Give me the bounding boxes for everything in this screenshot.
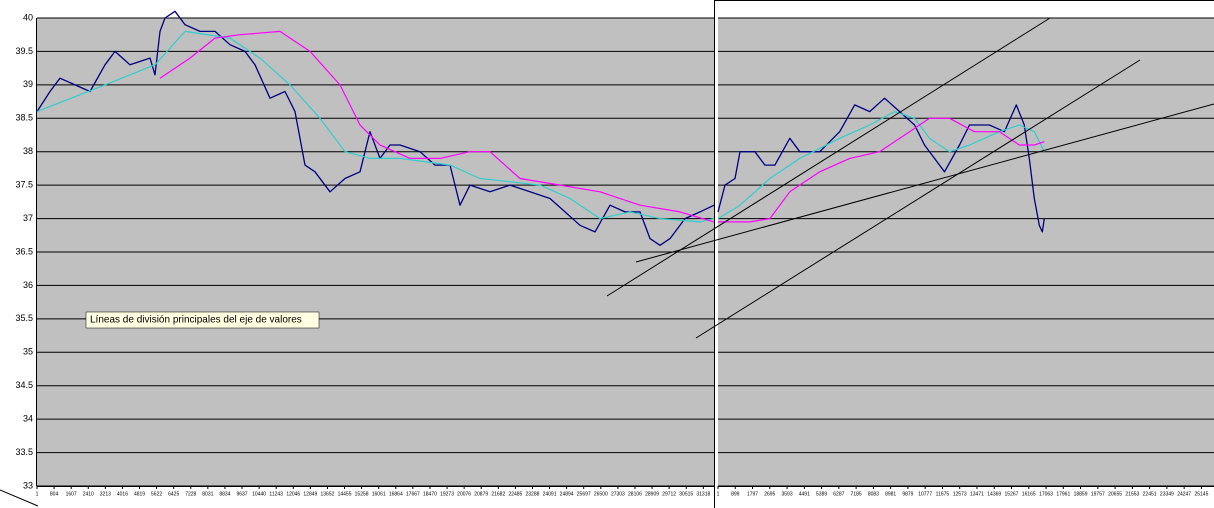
x-tick-label: 23349 xyxy=(1160,491,1174,497)
x-tick-label: 8981 xyxy=(885,491,896,497)
x-tick-label: 29712 xyxy=(662,491,676,497)
x-tick-label: 28106 xyxy=(628,491,642,497)
x-tick-label: 17063 xyxy=(1039,491,1053,497)
x-tick-label: 7185 xyxy=(851,491,862,497)
x-tick-label: 23288 xyxy=(526,491,540,497)
x-tick-label: 8083 xyxy=(868,491,879,497)
x-tick-label: 804 xyxy=(50,491,59,497)
x-tick-label: 4819 xyxy=(134,491,145,497)
x-tick-label: 16061 xyxy=(372,491,386,497)
x-tick-label: 20076 xyxy=(457,491,471,497)
y-tick-label: 36.5 xyxy=(15,246,33,256)
x-tick-label: 1797 xyxy=(747,491,758,497)
x-tick-label: 8031 xyxy=(202,491,213,497)
series-line xyxy=(36,30,715,223)
x-tick-label: 30515 xyxy=(679,491,693,497)
x-tick-label: 24091 xyxy=(543,491,557,497)
x-tick-label: 22485 xyxy=(508,491,522,497)
x-tick-label: 18859 xyxy=(1074,491,1088,497)
y-tick-label: 37 xyxy=(23,213,33,223)
x-tick-label: 2410 xyxy=(83,491,94,497)
trendline xyxy=(695,59,1141,339)
y-tick-label: 38.5 xyxy=(15,113,33,123)
chart-border xyxy=(0,489,39,507)
series-line xyxy=(717,111,1045,220)
x-tick-label: 3213 xyxy=(100,491,111,497)
x-tick-label: 28909 xyxy=(645,491,659,497)
x-tick-label: 21682 xyxy=(491,491,505,497)
x-tick-label: 20655 xyxy=(1108,491,1122,497)
x-tick-label: 26500 xyxy=(594,491,608,497)
x-tick-label: 12573 xyxy=(953,491,967,497)
y-tick-label: 35 xyxy=(23,347,33,357)
x-tick-label: 31318 xyxy=(696,491,710,497)
x-tick-label: 16165 xyxy=(1022,491,1036,497)
x-tick-label: 13471 xyxy=(970,491,984,497)
series-line xyxy=(717,97,1045,233)
x-tick-label: 899 xyxy=(731,491,740,497)
x-tick-label: 6287 xyxy=(833,491,844,497)
x-tick-label: 24247 xyxy=(1177,491,1191,497)
y-tick-label: 34.5 xyxy=(15,380,33,390)
x-tick-label: 19757 xyxy=(1091,491,1105,497)
x-tick-label: 10440 xyxy=(252,491,266,497)
y-tick-label: 37.5 xyxy=(15,180,33,190)
x-tick-label: 15267 xyxy=(1005,491,1019,497)
tooltip-box xyxy=(85,311,320,329)
x-tick-label: 11675 xyxy=(936,491,950,497)
x-tick-label: 9637 xyxy=(236,491,247,497)
x-tick-label: 1 xyxy=(36,491,39,497)
x-tick-label: 1 xyxy=(717,491,720,497)
x-tick-label: 15258 xyxy=(355,491,369,497)
tooltip: Líneas de división principales del eje d… xyxy=(90,315,302,326)
x-tick-label: 24894 xyxy=(560,491,574,497)
labels: 33 33.5 34 34.5 35 35.5 36 36.5 37 37.5 38 38.5 39 39… xyxy=(15,12,1208,497)
x-tick-label: 21553 xyxy=(1125,491,1139,497)
trendlines xyxy=(606,17,1214,339)
x-tick-label: 12849 xyxy=(303,491,317,497)
series-line xyxy=(718,117,1045,223)
x-tick-label: 5389 xyxy=(816,491,827,497)
y-tick-label: 33 xyxy=(23,480,33,490)
y-tick-label: 39 xyxy=(23,79,33,89)
x-tick-label: 20879 xyxy=(474,491,488,497)
x-tick-label: 11243 xyxy=(269,491,283,497)
x-tick-label: 18470 xyxy=(423,491,437,497)
x-tick-label: 2695 xyxy=(764,491,775,497)
x-tick-label: 16864 xyxy=(389,491,403,497)
x-tick-label: 14369 xyxy=(987,491,1001,497)
x-tick-label: 9879 xyxy=(902,491,913,497)
grid xyxy=(36,17,1214,489)
x-tick-label: 19273 xyxy=(440,491,454,497)
x-tick-label: 25697 xyxy=(577,491,591,497)
x-tick-label: 12046 xyxy=(286,491,300,497)
x-tick-label: 14455 xyxy=(338,491,352,497)
series xyxy=(36,10,1045,246)
x-tick-label: 7228 xyxy=(185,491,196,497)
x-tick-label: 1607 xyxy=(66,491,77,497)
series-line xyxy=(159,30,715,223)
x-tick-label: 17961 xyxy=(1056,491,1070,497)
y-tick-label: 36 xyxy=(23,280,33,290)
x-tick-label: 5622 xyxy=(151,491,162,497)
x-tick-label: 13652 xyxy=(320,491,334,497)
x-tick-label: 17667 xyxy=(406,491,420,497)
y-tick-label: 35.5 xyxy=(15,313,33,323)
y-tick-label: 34 xyxy=(23,414,33,424)
x-tick-label: 6425 xyxy=(168,491,179,497)
x-tick-label: 4491 xyxy=(799,491,810,497)
x-tick-label: 4016 xyxy=(117,491,128,497)
x-tick-label: 10777 xyxy=(918,491,932,497)
x-tick-label: 22451 xyxy=(1143,491,1157,497)
y-tick-label: 38 xyxy=(23,146,33,156)
x-tick-label: 3593 xyxy=(781,491,792,497)
y-tick-label: 33.5 xyxy=(15,447,33,457)
y-tick-label: 39.5 xyxy=(15,46,33,56)
y-tick-label: 40 xyxy=(23,12,33,22)
x-tick-label: 27303 xyxy=(611,491,625,497)
x-tick-label: 8834 xyxy=(219,491,230,497)
x-tick-label: 25145 xyxy=(1194,491,1208,497)
trendline xyxy=(635,103,1214,263)
